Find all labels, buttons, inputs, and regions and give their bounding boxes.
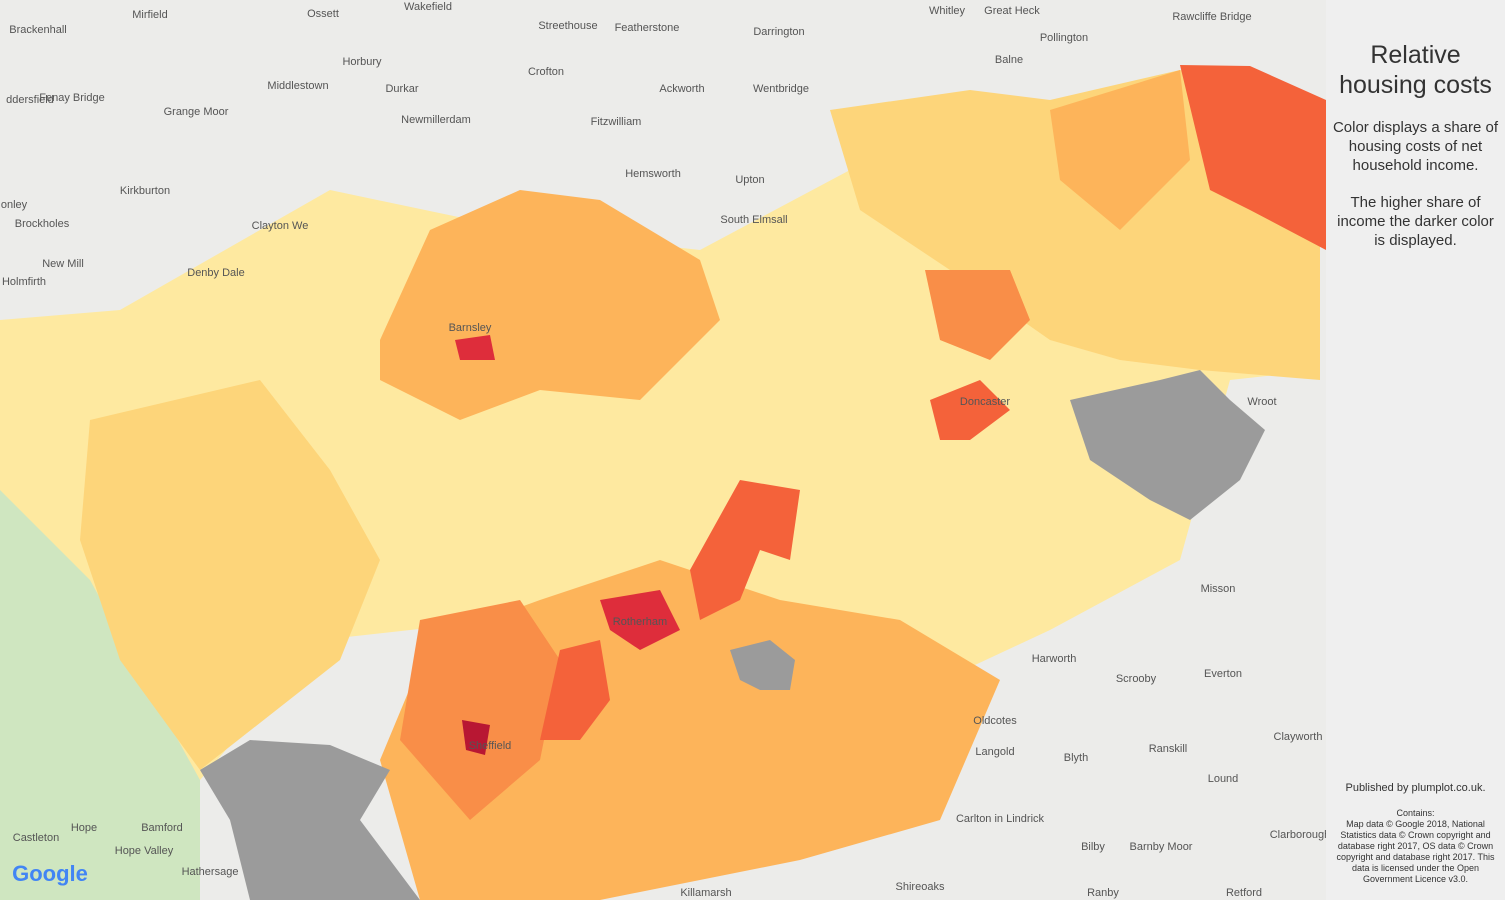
place-label: Fitzwilliam (591, 116, 642, 128)
place-label: Fenay Bridge (39, 92, 104, 104)
attribution-heading: Contains: (1396, 808, 1435, 818)
place-label: Clayton We (252, 220, 309, 232)
attribution-text: Map data © Google 2018, National Statist… (1336, 819, 1495, 884)
place-label: Durkar (385, 83, 418, 95)
place-label: Hope (71, 822, 97, 834)
place-label: Clayworth (1274, 731, 1323, 743)
region-mid (830, 70, 1320, 380)
place-label: Hemsworth (625, 168, 681, 180)
place-label: Kirkburton (120, 185, 170, 197)
region-red (540, 640, 610, 740)
place-label: Bilby (1081, 841, 1105, 853)
place-label: Wentbridge (753, 83, 809, 95)
publisher: Published by plumplot.co.uk. (1345, 782, 1486, 794)
place-label: Scrooby (1116, 673, 1157, 685)
place-label: Shireoaks (896, 881, 945, 893)
region-red (1180, 65, 1326, 250)
place-label: Wakefield (404, 1, 452, 13)
place-label: Blyth (1064, 752, 1088, 764)
place-label: Middlestown (267, 80, 328, 92)
region-missing (200, 740, 420, 900)
place-label: Upton (735, 174, 764, 186)
place-label: Balne (995, 54, 1023, 66)
place-label: Grange Moor (164, 106, 229, 118)
place-label: Denby Dale (187, 267, 244, 279)
place-label: Wroot (1247, 396, 1276, 408)
place-label: Retford (1226, 887, 1262, 899)
place-label: South Elmsall (720, 214, 787, 226)
place-label: Rotherham (613, 616, 667, 628)
place-label: Oldcotes (973, 715, 1017, 727)
place-label: Barnby Moor (1130, 841, 1193, 853)
region-red (930, 380, 1010, 440)
place-label: Mirfield (132, 9, 167, 21)
place-label: Harworth (1032, 653, 1077, 665)
panel-description: Color displays a share of housing costs … (1332, 119, 1499, 174)
place-label: onley (1, 199, 28, 211)
place-label: Streethouse (538, 20, 597, 32)
place-label: Ossett (307, 8, 339, 20)
place-label: Holmfirth (2, 276, 46, 288)
place-label: Whitley (929, 5, 966, 17)
region-orange (380, 190, 720, 420)
info-panel: Relative housing costs Color displays a … (1326, 0, 1505, 900)
place-label: Ranskill (1149, 743, 1188, 755)
place-label: Castleton (13, 832, 59, 844)
place-label: Horbury (342, 56, 382, 68)
map: Google Mirfield Ossett Wakefield Streethous… (0, 1, 1326, 900)
place-label: Brackenhall (9, 24, 66, 36)
attribution: Contains: Map data © Google 2018, Nation… (1330, 808, 1501, 885)
place-label: Killamarsh (680, 887, 731, 899)
region-orange (1050, 70, 1190, 230)
region-deep (400, 600, 560, 820)
place-label: Ackworth (659, 83, 704, 95)
region-missing (1070, 370, 1265, 520)
place-label: Featherstone (615, 22, 680, 34)
place-label: Crofton (528, 66, 564, 78)
place-label: Hathersage (182, 866, 239, 878)
park-area (0, 480, 200, 900)
region-darkest (462, 720, 490, 755)
region-red (690, 480, 800, 620)
place-label: Brockholes (15, 218, 70, 230)
place-label: Everton (1204, 668, 1242, 680)
place-label: Sheffield (469, 740, 512, 752)
place-label: Barnsley (449, 322, 492, 334)
place-label: Darrington (753, 26, 804, 38)
place-label: Langold (975, 746, 1014, 758)
region-dark (600, 590, 680, 650)
place-label: Misson (1201, 583, 1236, 595)
region-dark (455, 335, 495, 360)
place-label: Doncaster (960, 396, 1010, 408)
region-deep (925, 270, 1030, 360)
place-label: ddersfield (6, 94, 54, 106)
panel-title: Relative housing costs (1339, 41, 1492, 99)
place-label: Great Heck (984, 5, 1040, 17)
map-logo: Google (12, 861, 88, 886)
place-label: Lound (1208, 773, 1239, 785)
place-label: Clarborough (1270, 829, 1326, 841)
place-label: Pollington (1040, 32, 1088, 44)
place-label: Hope Valley (115, 845, 174, 857)
place-label: Newmillerdam (401, 114, 471, 126)
place-label: Bamford (141, 822, 183, 834)
place-label: Ranby (1087, 887, 1119, 899)
panel-description: The higher share of income the darker co… (1337, 194, 1494, 249)
region-mid (80, 380, 380, 770)
region-missing (730, 640, 795, 690)
place-label: Rawcliffe Bridge (1172, 11, 1251, 23)
place-label: New Mill (42, 258, 84, 270)
place-label: Carlton in Lindrick (956, 813, 1045, 825)
